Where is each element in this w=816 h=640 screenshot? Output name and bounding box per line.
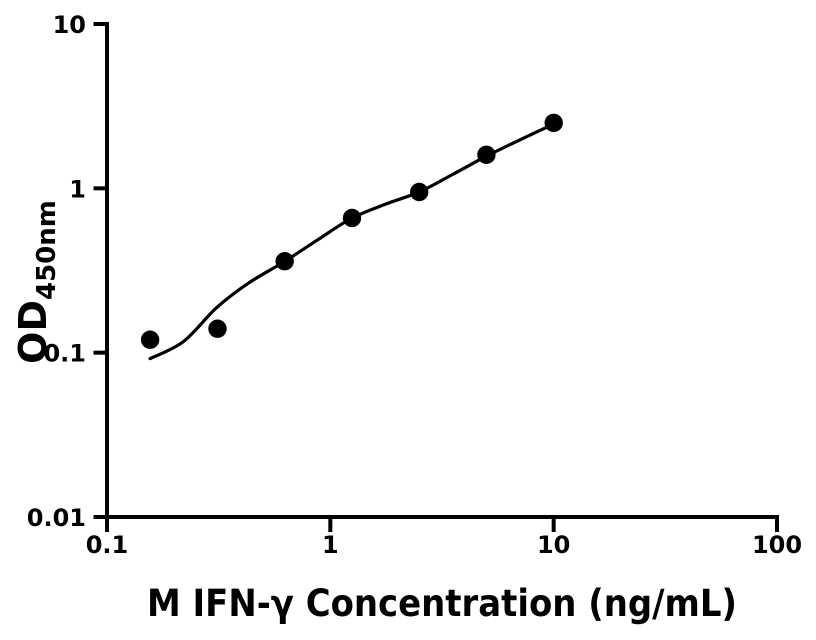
y-tick-label: 1 bbox=[69, 175, 86, 203]
y-axis-label-main: OD bbox=[11, 300, 55, 364]
x-tick-label: 100 bbox=[752, 531, 802, 559]
y-tick-label: 10 bbox=[53, 11, 86, 39]
data-point-6 bbox=[544, 113, 563, 133]
data-point-1 bbox=[208, 319, 227, 338]
data-point-0 bbox=[140, 330, 160, 349]
data-point-2 bbox=[275, 252, 294, 271]
x-tick-label: 10 bbox=[537, 531, 570, 559]
y-axis-label: OD450nm bbox=[11, 200, 62, 364]
data-point-3 bbox=[342, 208, 362, 228]
x-tick-label: 1 bbox=[322, 531, 339, 559]
x-axis-label: M IFN-γ Concentration (ng/mL) bbox=[147, 582, 737, 625]
y-axis-label-subscript: 450nm bbox=[32, 200, 62, 300]
data-point-4 bbox=[410, 182, 429, 202]
y-tick-label: 0.01 bbox=[27, 504, 86, 532]
y-tick-label: 0.1 bbox=[43, 340, 86, 368]
data-point-5 bbox=[477, 145, 496, 164]
x-tick-label: 0.1 bbox=[86, 531, 129, 559]
